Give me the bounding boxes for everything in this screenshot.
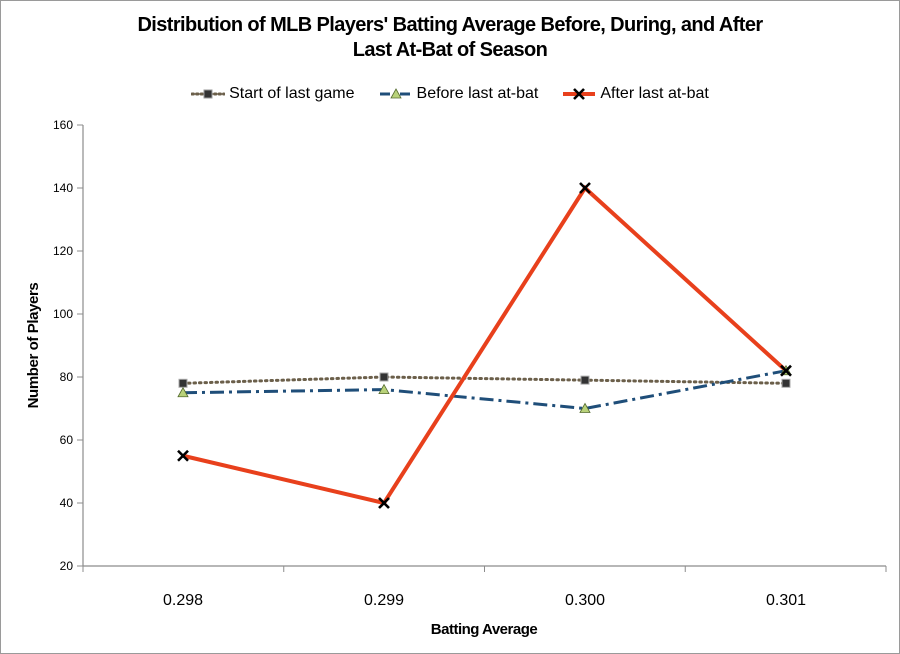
legend-label: Before last at-bat: [416, 85, 539, 102]
y-tick-label: 60: [60, 433, 74, 447]
legend-swatch-dotted-square-icon: [191, 89, 226, 99]
legend-item-after-last-at-bat: After last at-bat: [562, 85, 709, 103]
chart-title: Distribution of MLB Players' Batting Ave…: [1, 13, 899, 63]
square-icon: [178, 378, 188, 388]
y-tick-label: 100: [53, 307, 73, 321]
y-tick-label: 40: [60, 496, 74, 510]
legend-item-start-of-last-game: Start of last game: [191, 85, 355, 103]
x-icon: [780, 364, 792, 377]
y-tick-label: 120: [53, 244, 73, 258]
legend-label: After last at-bat: [600, 85, 709, 102]
x-icon: [378, 497, 390, 509]
square-icon: [379, 372, 389, 382]
y-tick-label: 80: [60, 370, 74, 384]
y-axis-title: Number of Players: [25, 283, 42, 409]
x-axis-title: Batting Average: [431, 621, 538, 638]
legend-label: Start of last game: [229, 85, 355, 102]
x-tick-label: 0.301: [766, 592, 806, 609]
chart-legend: Start of last game Before last at-bat Af…: [1, 85, 899, 103]
legend-item-before-last-at-bat: Before last at-bat: [379, 85, 539, 103]
legend-swatch-dashdot-triangle-icon: [379, 88, 412, 99]
y-tick-label: 140: [53, 181, 73, 195]
y-tick-label: 20: [60, 559, 74, 573]
chart-title-line-2: Last At-Bat of Season: [352, 39, 548, 61]
series-line-0: [181, 375, 788, 385]
x-icon: [579, 182, 591, 194]
legend-swatch-solid-x-icon: [563, 88, 596, 100]
series-line-1: [182, 369, 787, 411]
x-icon: [177, 449, 189, 462]
x-tick-label: 0.299: [364, 592, 404, 609]
chart-title-line-1: Distribution of MLB Players' Batting Ave…: [137, 14, 763, 36]
triangle-icon: [378, 383, 390, 395]
square-icon: [580, 375, 590, 385]
triangle-icon: [579, 402, 591, 413]
x-tick-label: 0.298: [163, 592, 203, 609]
y-tick-label: 160: [53, 118, 73, 132]
x-tick-label: 0.300: [565, 592, 605, 609]
series-line-2: [182, 184, 788, 506]
triangle-icon: [177, 386, 189, 398]
square-icon: [781, 378, 791, 388]
